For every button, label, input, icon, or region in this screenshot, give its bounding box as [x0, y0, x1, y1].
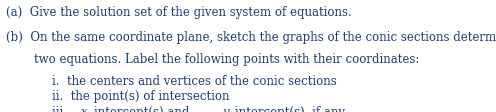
Text: -intercept(s), if any: -intercept(s), if any — [231, 105, 345, 112]
Text: x: x — [81, 105, 88, 112]
Text: i.  the centers and vertices of the conic sections: i. the centers and vertices of the conic… — [52, 74, 337, 87]
Text: iii.: iii. — [52, 105, 74, 112]
Text: y: y — [223, 105, 229, 112]
Text: -intercept(s) and: -intercept(s) and — [90, 105, 193, 112]
Text: (b)  On the same coordinate plane, sketch the graphs of the conic sections deter: (b) On the same coordinate plane, sketch… — [6, 30, 496, 43]
Text: ii.  the point(s) of intersection: ii. the point(s) of intersection — [52, 90, 230, 102]
Text: (a)  Give the solution set of the given system of equations.: (a) Give the solution set of the given s… — [6, 6, 352, 18]
Text: two equations. Label the following points with their coordinates:: two equations. Label the following point… — [34, 53, 419, 66]
